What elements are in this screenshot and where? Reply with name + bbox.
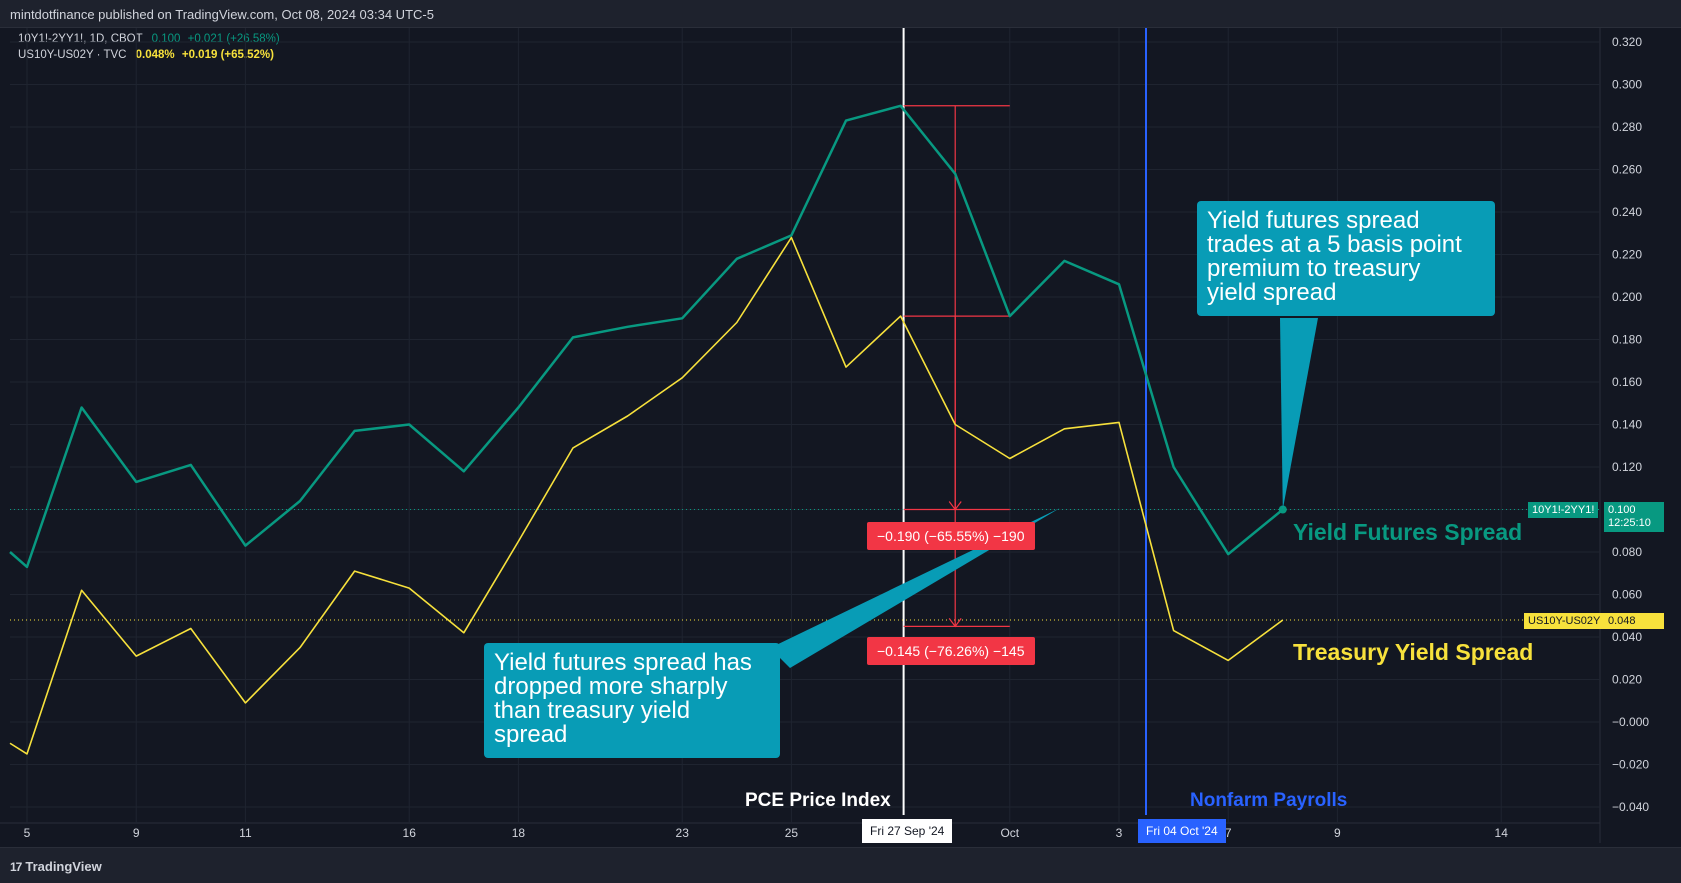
x-tick-label: 5 [24,826,31,840]
x-tick-label: 25 [785,826,799,840]
y-tick-label: 0.300 [1612,78,1642,92]
y-tick-label: −0.040 [1612,800,1649,814]
x-tick-label: 18 [512,826,526,840]
measure-label-treasury[interactable]: −0.145 (−76.26%) −145 [867,637,1035,665]
y-tick-label: 0.140 [1612,418,1642,432]
series-line-treasury [9,236,1284,755]
y-tick-label: 0.160 [1612,375,1642,389]
y-tick-label: 0.240 [1612,205,1642,219]
footer-bar: 17 TradingView [0,847,1681,883]
y-tick-label: 0.040 [1612,630,1642,644]
x-tick-label: 16 [403,826,417,840]
y-tick-label: 0.120 [1612,460,1642,474]
price-value: 0.100 [1608,504,1636,516]
date-tag-nfp: Fri 04 Oct '24 [1138,819,1226,843]
series-line-futures [9,104,1284,569]
tradingview-logo-icon: 17 [10,859,22,874]
callout-pointer-top [1280,318,1318,510]
x-tick-label: 23 [676,826,690,840]
y-tick-label: −0.000 [1612,715,1649,729]
y-tick-label: 0.280 [1612,120,1642,134]
x-tick-label: 3 [1116,826,1123,840]
series-label-futures: Yield Futures Spread [1293,519,1523,545]
x-tick-label: 9 [133,826,140,840]
price-tag-futures-value: 0.100 12:25:10 [1604,502,1664,532]
brand-name: TradingView [25,859,102,874]
x-tick-label: Oct [1000,826,1019,840]
x-tick-label: 7 [1225,826,1232,840]
countdown-timer: 12:25:10 [1608,517,1651,529]
event-label-pce: PCE Price Index [745,790,891,811]
date-tag-pce: Fri 27 Sep '24 [862,819,953,843]
price-tag-treasury-value: 0.048 [1604,613,1664,629]
measure-arrow-treasury [948,618,962,628]
measure-label-futures[interactable]: −0.190 (−65.55%) −190 [867,522,1035,550]
y-tick-label: 0.020 [1612,673,1642,687]
y-tick-label: 0.080 [1612,545,1642,559]
series-label-treasury: Treasury Yield Spread [1293,639,1534,665]
y-tick-label: −0.020 [1612,758,1649,772]
y-tick-label: 0.200 [1612,290,1642,304]
x-tick-label: 11 [239,826,252,840]
event-label-nfp: Nonfarm Payrolls [1190,790,1348,811]
callout-premium: Yield futures spread trades at a 5 basis… [1197,201,1495,316]
spread-chart[interactable]: 0.320 0.300 0.280 0.260 0.240 0.220 0.200 0.180… [0,28,1681,846]
y-tick-label: 0.320 [1612,35,1642,49]
price-tag-futures-symbol: 10Y1!-2YY1! [1528,502,1599,518]
legend-symbol: US10Y-US02Y · TVC [18,49,127,61]
y-tick-label: 0.220 [1612,248,1642,262]
legend-value: 0.048% [135,49,175,61]
publisher-info: mintdotfinance published on TradingView.… [10,7,434,22]
legend-row-treasury[interactable]: US10Y-US02Y · TVC 0.048% +0.019 (+65.52%… [18,49,274,61]
price-tag-treasury-symbol: US10Y-US02Y [1524,613,1605,629]
legend-change: +0.019 (+65.52%) [181,49,274,61]
tradingview-logo[interactable]: 17 TradingView [10,859,102,874]
x-tick-label: 14 [1495,826,1509,840]
x-tick-label: 9 [1334,826,1341,840]
y-tick-label: 0.180 [1612,333,1642,347]
y-tick-label: 0.060 [1612,588,1642,602]
header-bar: mintdotfinance published on TradingView.… [0,0,1681,28]
callout-sharper-drop: Yield futures spread has dropped more sh… [484,643,780,758]
y-tick-label: 0.260 [1612,163,1642,177]
